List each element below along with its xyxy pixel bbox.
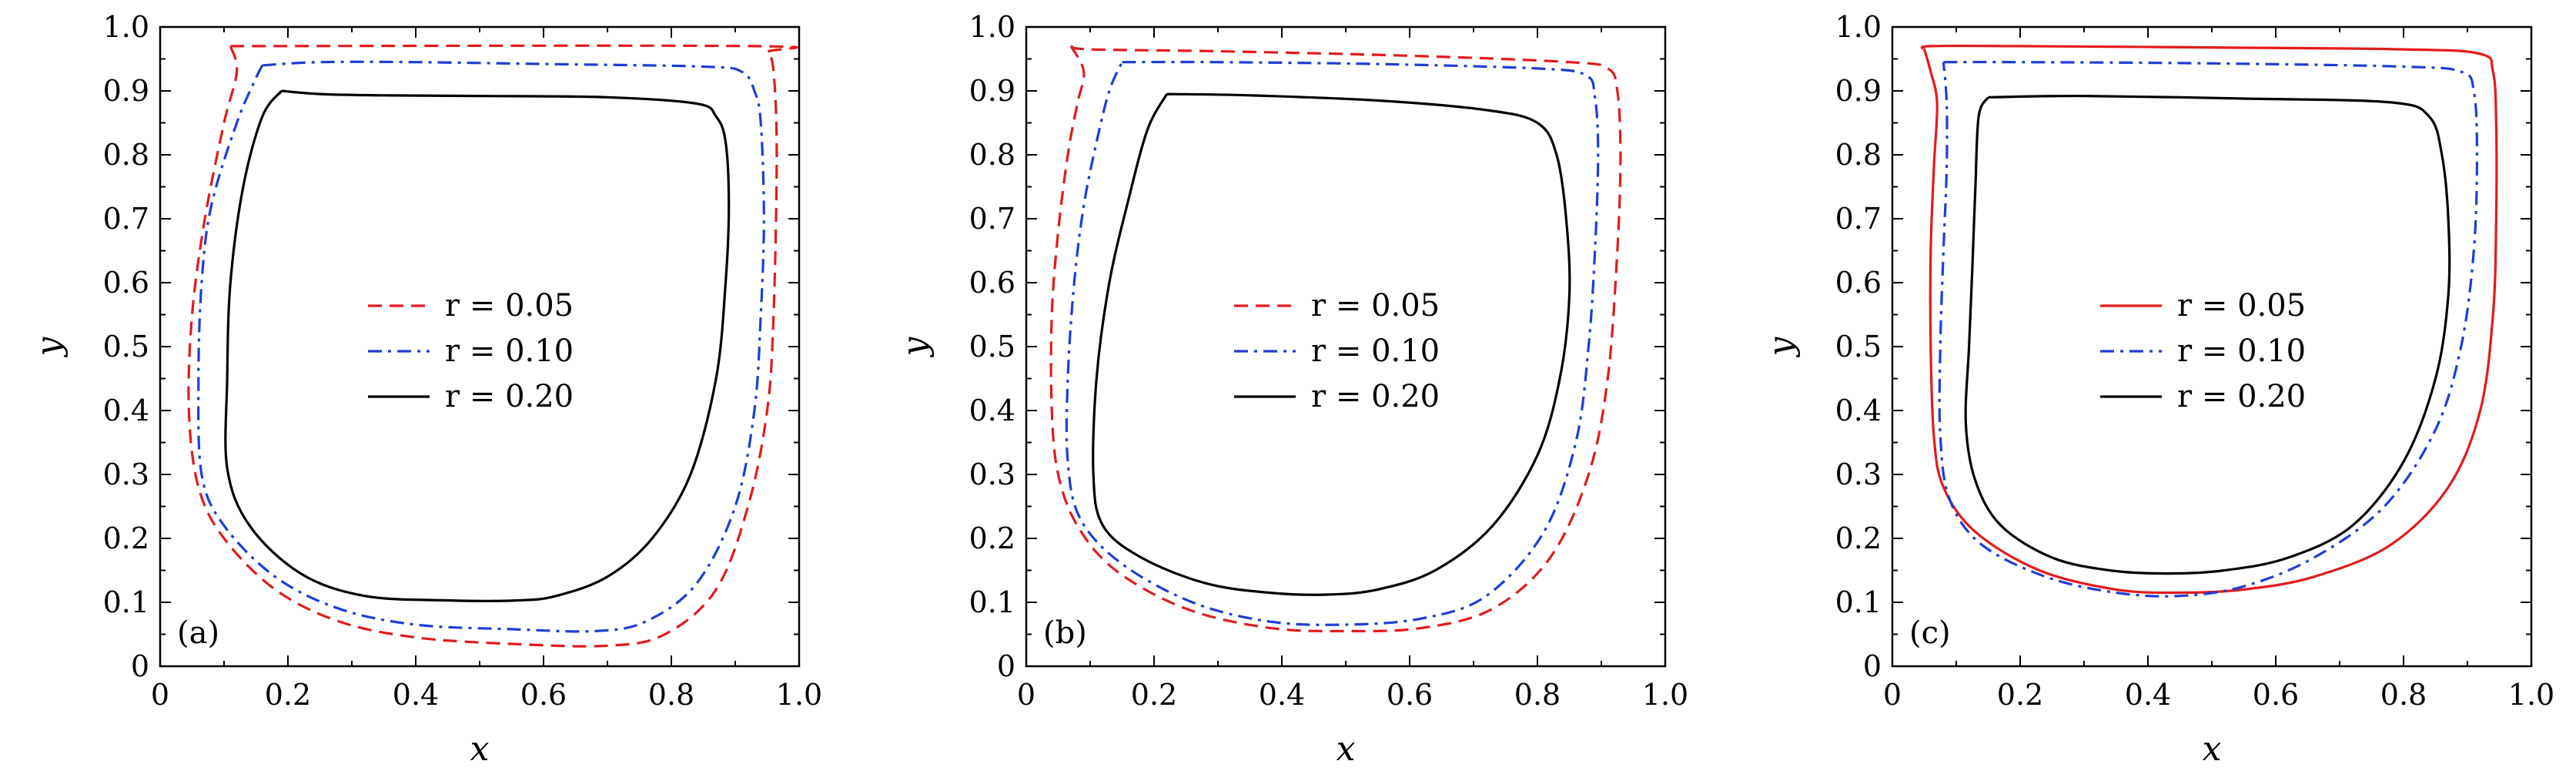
y-tick-label: 0.2: [969, 521, 1015, 555]
y-tick-label: 0.2: [1835, 521, 1882, 555]
x-tick-label: 0: [1017, 678, 1035, 712]
legend-label-2: r = 0.10: [445, 334, 574, 369]
x-tick-label: 0.2: [1131, 678, 1177, 712]
y-tick-label: 1.0: [103, 10, 149, 44]
x-tick-label: 0.2: [1997, 678, 2043, 712]
series-line-3: [224, 89, 731, 602]
x-tick-label: 0.8: [1514, 678, 1561, 712]
y-tick-label: 0.4: [1835, 394, 1882, 427]
y-axis-title: y: [1761, 336, 1801, 357]
y-tick-label: 0.4: [103, 394, 149, 427]
panel-label: (a): [177, 615, 219, 651]
legend-label-1: r = 0.05: [2177, 288, 2306, 323]
y-tick-label: 0.3: [969, 458, 1015, 491]
series-line-3: [1964, 94, 2451, 575]
series-line-2: [1938, 60, 2478, 598]
panel-1: 0 0.2 0.4 0.6 0.8 1.0 0 0.1 0.2 0.3 0.4 0.5 0.6 0.7 0.…: [29, 10, 822, 769]
legend-label-1: r = 0.05: [1311, 288, 1440, 323]
series-line-2: [1065, 60, 1600, 626]
legend-label-1: r = 0.05: [445, 288, 574, 323]
y-tick-label: 0.3: [1835, 458, 1882, 491]
y-tick-label: 0.9: [103, 74, 149, 108]
y-axis-title: y: [895, 336, 935, 357]
y-tick-label: 0.6: [1835, 266, 1882, 300]
x-tick-label: 1.0: [2508, 678, 2554, 712]
legend-label-2: r = 0.10: [2177, 334, 2306, 369]
legend-label-3: r = 0.20: [1311, 379, 1440, 414]
y-tick-label: 0.8: [103, 138, 149, 172]
y-tick-label: 0.1: [1835, 585, 1882, 619]
x-axis-title: x: [1337, 729, 1356, 769]
y-tick-label: 0.7: [969, 202, 1015, 236]
x-tick-label: 1.0: [1642, 678, 1688, 712]
y-tick-label: 0: [1863, 649, 1882, 683]
x-tick-label: 0.4: [2125, 678, 2171, 712]
y-tick-label: 0.8: [969, 138, 1015, 172]
x-tick-label: 0.6: [520, 678, 567, 712]
x-tick-label: 0.6: [1387, 678, 1433, 712]
legend-label-3: r = 0.20: [445, 379, 574, 414]
x-tick-label: 0: [1883, 678, 1902, 712]
y-tick-label: 0.5: [969, 330, 1015, 364]
series-line-1: [1049, 45, 1622, 633]
y-tick-label: 0.1: [969, 585, 1015, 619]
y-tick-label: 0: [131, 649, 149, 683]
legend-label-2: r = 0.10: [1311, 334, 1440, 369]
series-line-1: [187, 44, 798, 648]
y-tick-label: 0.7: [1835, 202, 1882, 236]
x-axis-title: x: [470, 729, 490, 769]
x-tick-label: 0.4: [393, 678, 439, 712]
panel-2: 0 0.2 0.4 0.6 0.8 1.0 0 0.1 0.2 0.3 0.4 0.5 0.6 0.7 0.…: [895, 10, 1688, 769]
panel-3: 0 0.2 0.4 0.6 0.8 1.0 0 0.1 0.2 0.3 0.4 0.5 0.6 0.7 0.…: [1761, 10, 2554, 769]
y-tick-label: 0.9: [969, 74, 1015, 108]
panel-label: (c): [1909, 615, 1951, 651]
y-tick-label: 0.8: [1835, 138, 1882, 172]
x-tick-label: 0.8: [648, 678, 694, 712]
x-axis-title: x: [2203, 729, 2222, 769]
y-tick-label: 0.7: [103, 202, 149, 236]
y-tick-label: 1.0: [1835, 10, 1882, 44]
x-tick-label: 0.2: [265, 678, 311, 712]
y-tick-label: 0.2: [103, 521, 149, 555]
y-tick-label: 0.3: [103, 458, 149, 491]
series-line-1: [1920, 44, 2498, 595]
x-tick-label: 0.8: [2380, 678, 2427, 712]
x-tick-label: 0.4: [1259, 678, 1305, 712]
series-line-3: [1092, 92, 1571, 596]
y-tick-label: 1.0: [969, 10, 1015, 44]
x-tick-label: 0.6: [2253, 678, 2299, 712]
y-tick-label: 0.6: [103, 266, 149, 300]
legend-label-3: r = 0.20: [2177, 379, 2306, 414]
y-tick-label: 0.4: [969, 394, 1015, 427]
x-tick-label: 1.0: [776, 678, 822, 712]
y-tick-label: 0.1: [103, 585, 149, 619]
series-line-2: [197, 60, 765, 633]
y-tick-label: 0.6: [969, 266, 1015, 300]
x-tick-label: 0: [151, 678, 169, 712]
y-tick-label: 0.9: [1835, 74, 1882, 108]
y-axis-title: y: [29, 336, 69, 357]
panel-label: (b): [1043, 615, 1087, 651]
y-tick-label: 0.5: [103, 330, 149, 364]
y-tick-label: 0.5: [1835, 330, 1882, 364]
y-tick-label: 0: [997, 649, 1015, 683]
